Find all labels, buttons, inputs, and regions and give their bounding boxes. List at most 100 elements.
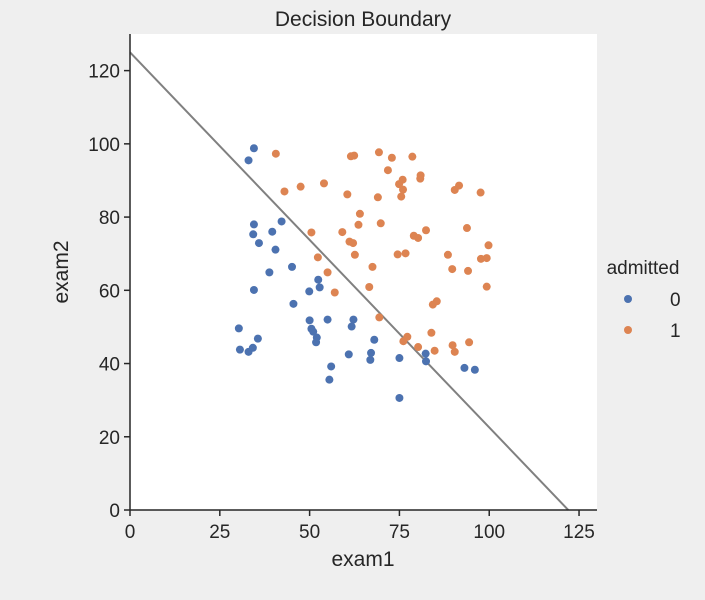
scatter-point-1 xyxy=(349,239,358,248)
scatter-point-0 xyxy=(254,239,263,248)
scatter-point-0 xyxy=(235,345,244,354)
scatter-point-0 xyxy=(244,156,253,165)
scatter-point-1 xyxy=(414,233,423,242)
scatter-point-1 xyxy=(476,188,485,197)
scatter-point-0 xyxy=(315,283,324,292)
scatter-point-1 xyxy=(416,174,425,183)
scatter-point-1 xyxy=(355,209,364,218)
scatter-point-1 xyxy=(280,187,289,196)
scatter-point-1 xyxy=(401,249,410,258)
legend-marker-0 xyxy=(624,295,632,303)
y-tick-label: 60 xyxy=(99,281,120,302)
scatter-point-1 xyxy=(383,166,392,175)
scatter-point-1 xyxy=(368,262,377,271)
scatter-point-1 xyxy=(375,313,384,322)
x-tick-label: 75 xyxy=(389,522,410,543)
scatter-point-1 xyxy=(397,192,406,201)
scatter-point-0 xyxy=(249,285,258,294)
scatter-point-1 xyxy=(448,265,457,274)
plot-area xyxy=(130,34,597,510)
scatter-point-0 xyxy=(277,217,286,226)
x-tick-label: 125 xyxy=(563,522,595,543)
scatter-point-1 xyxy=(432,297,441,306)
decision-boundary-line xyxy=(129,51,569,511)
scatter-point-1 xyxy=(350,250,359,259)
legend-label-1: 1 xyxy=(670,321,681,342)
scatter-point-0 xyxy=(367,348,376,357)
scatter-point-1 xyxy=(399,185,408,194)
scatter-point-1 xyxy=(350,151,359,160)
scatter-point-0 xyxy=(422,357,431,366)
scatter-point-1 xyxy=(443,250,452,259)
scatter-point-1 xyxy=(482,254,491,263)
scatter-point-1 xyxy=(373,193,382,202)
scatter-point-0 xyxy=(395,354,404,363)
scatter-point-1 xyxy=(430,346,439,355)
scatter-point-0 xyxy=(288,262,297,271)
x-axis-title: exam1 xyxy=(331,548,394,571)
scatter-point-0 xyxy=(265,268,274,277)
scatter-point-1 xyxy=(462,224,471,233)
scatter-point-1 xyxy=(393,250,402,259)
scatter-point-1 xyxy=(455,181,464,190)
scatter-point-1 xyxy=(422,226,431,235)
scatter-point-0 xyxy=(305,316,314,325)
scatter-point-1 xyxy=(482,282,491,291)
x-tick-label: 0 xyxy=(125,522,136,543)
scatter-point-1 xyxy=(484,241,493,250)
scatter-point-1 xyxy=(408,152,417,161)
scatter-point-0 xyxy=(366,355,375,364)
legend: admitted 0 1 xyxy=(607,258,681,342)
chart-title: Decision Boundary xyxy=(275,8,452,31)
scatter-point-0 xyxy=(271,245,280,254)
scatter-point-1 xyxy=(387,153,396,162)
legend-marker-1 xyxy=(624,326,632,334)
y-tick-label: 40 xyxy=(99,355,120,376)
scatter-point-1 xyxy=(465,338,474,347)
scatter-point-1 xyxy=(427,328,436,337)
scatter-point-0 xyxy=(234,324,243,333)
scatter-point-0 xyxy=(268,227,277,236)
scatter-point-1 xyxy=(296,182,305,191)
scatter-point-0 xyxy=(323,315,332,324)
scatter-point-1 xyxy=(343,190,352,199)
scatter-point-1 xyxy=(399,337,408,346)
scatter-point-0 xyxy=(249,220,258,229)
scatter-point-0 xyxy=(253,334,262,343)
scatter-point-0 xyxy=(347,322,356,331)
scatter-point-1 xyxy=(450,347,459,356)
scatter-point-1 xyxy=(354,220,363,229)
scatter-point-1 xyxy=(313,253,322,262)
legend-title: admitted xyxy=(607,258,680,279)
scatter-point-0 xyxy=(327,362,336,371)
x-tick-label: 100 xyxy=(473,522,505,543)
scatter-point-0 xyxy=(289,299,298,308)
points-layer xyxy=(234,144,493,402)
scatter-point-1 xyxy=(374,148,383,157)
scatter-point-0 xyxy=(421,349,430,358)
scatter-point-0 xyxy=(248,343,257,352)
scatter-point-1 xyxy=(376,219,385,228)
scatter-point-1 xyxy=(307,228,316,237)
scatter-point-1 xyxy=(330,288,339,297)
y-tick-label: 0 xyxy=(109,501,120,522)
y-axis-title: exam2 xyxy=(50,240,73,303)
axes-layer: 0 25 50 75 100 125 0 20 40 60 80 100 120 xyxy=(88,34,597,543)
scatter-point-0 xyxy=(249,230,258,239)
scatter-point-0 xyxy=(309,327,318,336)
scatter-point-1 xyxy=(323,268,332,277)
decision-boundary-layer xyxy=(129,51,569,511)
legend-label-0: 0 xyxy=(670,290,681,311)
scatter-point-0 xyxy=(325,375,334,384)
scatter-point-0 xyxy=(460,363,469,372)
x-tick-label: 25 xyxy=(209,522,230,543)
scatter-point-1 xyxy=(414,343,423,352)
x-tick-label: 50 xyxy=(299,522,320,543)
scatter-point-1 xyxy=(319,179,328,188)
y-tick-label: 100 xyxy=(88,135,120,156)
scatter-point-1 xyxy=(464,266,473,275)
scatter-point-1 xyxy=(338,228,347,237)
scatter-point-0 xyxy=(312,338,321,347)
scatter-point-0 xyxy=(344,350,353,359)
